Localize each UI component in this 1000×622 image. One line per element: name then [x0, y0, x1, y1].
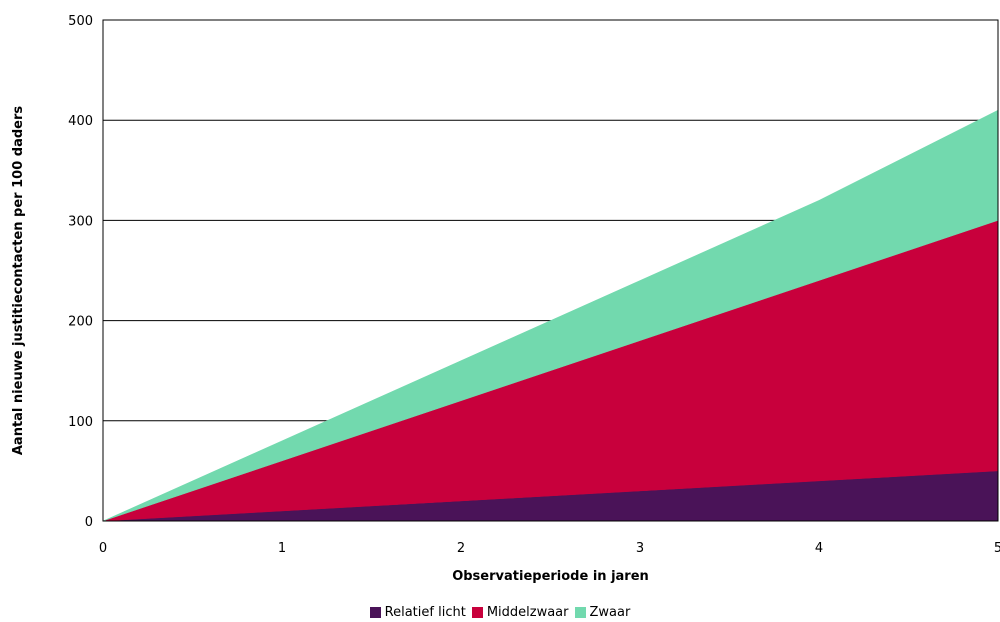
- area-series: [102, 109, 999, 522]
- x-tick-label: 2: [457, 541, 465, 556]
- legend-item: Middelzwaar: [471, 604, 569, 620]
- chart: 0 100 200 300 400 500 0 1 2 3 4 5 Observatieperiod…: [11, 14, 1000, 584]
- plot-frame: [102, 19, 999, 522]
- x-tick-label: 5: [994, 541, 1000, 556]
- legend: Relatief licht Middelzwaar Zwaar: [0, 602, 1000, 622]
- x-tick-label: 1: [278, 541, 286, 556]
- x-tick-label: 3: [636, 541, 644, 556]
- legend-swatch: [574, 606, 586, 618]
- legend-label: Relatief licht: [384, 604, 466, 620]
- x-axis-title: Observatieperiode in jaren: [452, 569, 649, 584]
- y-tick-labels: 0 100 200 300 400 500: [68, 14, 93, 530]
- x-tick-label: 0: [99, 541, 107, 556]
- legend-item: Relatief licht: [369, 604, 466, 620]
- legend-label: Middelzwaar: [486, 604, 569, 620]
- legend-item: Zwaar: [574, 604, 631, 620]
- y-tick-label: 0: [85, 515, 93, 530]
- x-tick-label: 4: [815, 541, 823, 556]
- y-tick-label: 300: [68, 214, 93, 229]
- legend-swatch: [471, 606, 483, 618]
- x-tick-labels: 0 1 2 3 4 5: [99, 541, 1000, 556]
- y-tick-label: 100: [68, 415, 93, 430]
- legend-label: Zwaar: [589, 604, 631, 620]
- y-tick-label: 400: [68, 114, 93, 129]
- legend-swatch: [369, 606, 381, 618]
- y-tick-label: 200: [68, 315, 93, 330]
- y-tick-label: 500: [68, 14, 93, 29]
- y-axis-title: Aantal nieuwe justitiecontacten per 100 …: [11, 106, 26, 456]
